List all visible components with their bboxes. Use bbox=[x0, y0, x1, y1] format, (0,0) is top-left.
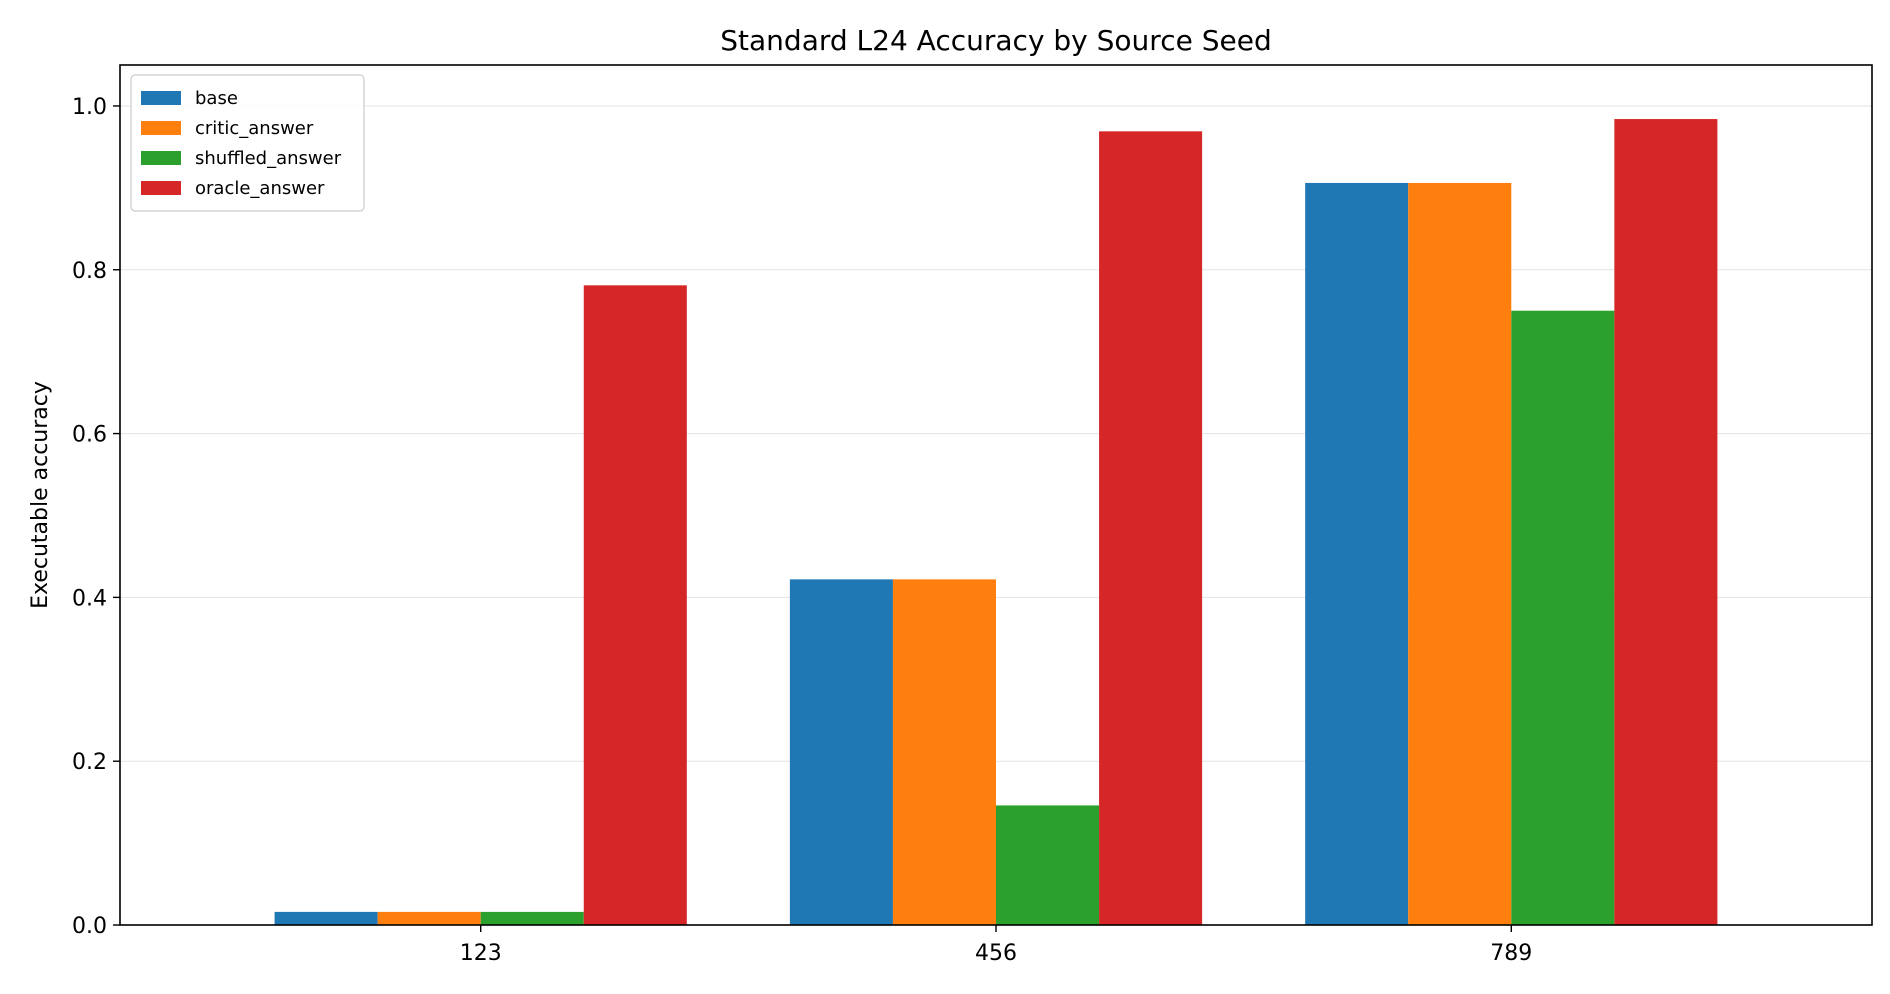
bar-shuffled_answer-456 bbox=[996, 805, 1100, 925]
x-tick-label-123: 123 bbox=[460, 941, 502, 966]
x-tick-label-789: 789 bbox=[1490, 941, 1532, 966]
legend-label-base: base bbox=[195, 88, 238, 109]
legend-swatch-base bbox=[141, 91, 181, 105]
bar-base-123 bbox=[274, 911, 378, 925]
bars bbox=[274, 119, 1718, 926]
legend-label-shuffled_answer: shuffled_answer bbox=[195, 148, 342, 169]
legend-swatch-oracle_answer bbox=[141, 181, 181, 195]
bar-shuffled_answer-123 bbox=[480, 911, 584, 925]
bar-base-789 bbox=[1305, 182, 1409, 925]
legend: base critic_answer shuffled_answer oracle_a… bbox=[130, 74, 365, 212]
y-tick-label-3: 0.6 bbox=[72, 423, 107, 448]
y-tick-label-5: 1.0 bbox=[72, 95, 107, 120]
bar-critic_answer-456 bbox=[892, 579, 996, 925]
legend-label-critic_answer: critic_answer bbox=[195, 118, 314, 139]
bar-oracle_answer-456 bbox=[1099, 131, 1203, 926]
legend-swatch-critic_answer bbox=[141, 121, 181, 135]
y-axis-label: Executable accuracy bbox=[28, 381, 53, 609]
bar-shuffled_answer-789 bbox=[1511, 310, 1615, 925]
legend-label-oracle_answer: oracle_answer bbox=[195, 178, 325, 199]
legend-swatch-shuffled_answer bbox=[141, 151, 181, 165]
bar-oracle_answer-123 bbox=[583, 285, 687, 925]
bar-critic_answer-123 bbox=[377, 911, 481, 925]
bar-base-456 bbox=[789, 579, 893, 925]
bar-oracle_answer-789 bbox=[1614, 119, 1718, 926]
ticks: 0.0 0.2 0.4 0.6 0.8 1.0 123 456 789 bbox=[72, 95, 1532, 966]
chart-title: Standard L24 Accuracy by Source Seed bbox=[720, 24, 1271, 57]
y-tick-label-1: 0.2 bbox=[72, 750, 107, 775]
legend-box bbox=[130, 74, 365, 212]
y-tick-label-2: 0.4 bbox=[72, 586, 107, 611]
y-tick-label-4: 0.8 bbox=[72, 259, 107, 284]
bar-critic_answer-789 bbox=[1408, 182, 1512, 925]
x-tick-label-456: 456 bbox=[975, 941, 1017, 966]
y-tick-label-0: 0.0 bbox=[72, 914, 107, 939]
